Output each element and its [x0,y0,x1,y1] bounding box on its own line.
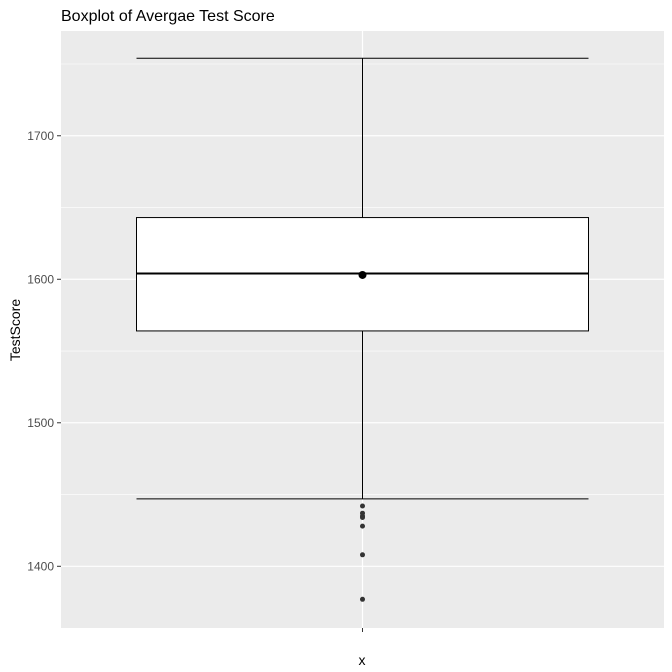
axes: 1400 1500 1600 1700 [27,129,363,632]
outlier-point [360,503,365,509]
y-tick-label: 1600 [27,272,54,286]
x-axis-title: x [359,652,366,668]
mean-point [358,270,367,279]
y-axis-title: TestScore [7,299,23,361]
outlier-point [360,523,365,529]
y-tick-label: 1500 [27,416,54,430]
outlier-point [360,596,365,602]
chart-title: Boxplot of Avergae Test Score [61,8,275,25]
y-tick-label: 1400 [27,559,54,573]
outlier-point [360,552,365,558]
outlier-point [360,514,365,520]
outlier-points [360,503,365,602]
box-plot [136,57,589,500]
y-tick-label: 1700 [27,129,54,143]
